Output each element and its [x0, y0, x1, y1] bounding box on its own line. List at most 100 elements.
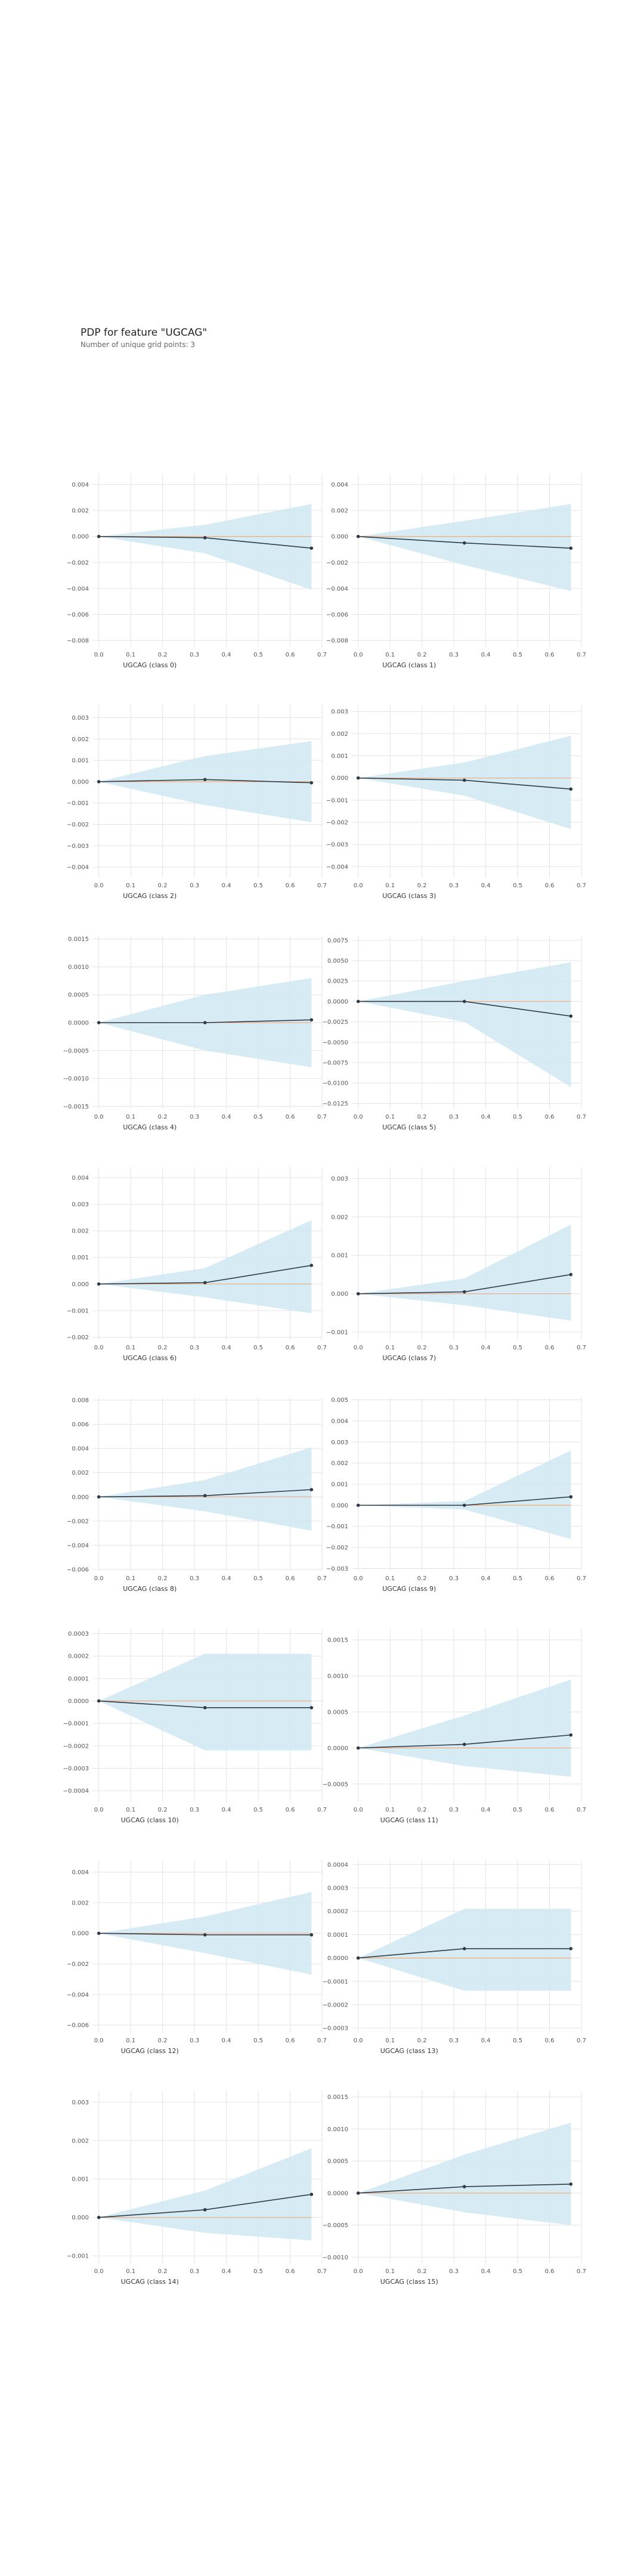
x-tick-label: 0.4 [222, 883, 231, 889]
x-tick-label: 0.5 [253, 2268, 263, 2275]
x-tick-label: 0.5 [513, 2038, 522, 2044]
x-tick-label: 0.1 [385, 1575, 395, 1582]
x-tick-label: 0.0 [94, 1345, 104, 1351]
x-tick-label: 0.3 [190, 1807, 199, 1813]
x-tick-label: 0.4 [481, 2268, 491, 2275]
x-tick-label: 0.6 [286, 2038, 295, 2044]
pdp-point [462, 1742, 466, 1747]
pdp-point [309, 1933, 314, 1937]
x-tick-label: 0.3 [190, 2268, 199, 2275]
y-tick-label: −0.004 [67, 1992, 89, 1998]
pdp-point [203, 1933, 207, 1937]
y-tick-label: 0.002 [72, 2138, 89, 2144]
x-tick-label: 0.5 [253, 1575, 263, 1582]
x-tick-label: 0.7 [577, 2038, 586, 2044]
x-tick-label: 0.5 [513, 1345, 522, 1351]
x-axis-label: UGCAG (class 12) [121, 2047, 179, 2055]
y-tick-label: 0.0001 [68, 1676, 89, 1682]
y-tick-label: 0.002 [72, 1228, 89, 1235]
y-tick-label: 0.0005 [327, 1709, 348, 1716]
x-tick-label: 0.6 [545, 2268, 555, 2275]
x-tick-label: 0.0 [354, 2268, 363, 2275]
x-tick-label: 0.3 [449, 1114, 459, 1120]
y-tick-label: −0.008 [67, 638, 89, 645]
pdp-point [203, 1281, 207, 1284]
y-tick-label: 0.002 [331, 508, 348, 515]
x-tick-label: 0.2 [417, 1575, 427, 1582]
x-tick-label: 0.1 [385, 1807, 395, 1813]
y-tick-label: 0.002 [331, 1214, 348, 1221]
y-tick-label: −0.0003 [323, 2026, 348, 2032]
pdp-point [97, 780, 101, 784]
y-tick-label: 0.002 [331, 731, 348, 738]
x-tick-label: 0.3 [190, 1575, 199, 1582]
pdp-point [462, 999, 466, 1004]
x-tick-label: 0.4 [481, 2038, 491, 2044]
pdp-point [97, 1282, 101, 1286]
y-tick-label: −0.0005 [323, 1781, 348, 1788]
x-tick-label: 0.6 [545, 1114, 555, 1120]
x-tick-label: 0.6 [545, 883, 555, 889]
x-tick-label: 0.1 [126, 2268, 135, 2275]
y-tick-label: 0.006 [72, 1422, 89, 1428]
y-tick-label: −0.0100 [323, 1080, 348, 1087]
y-tick-label: −0.0075 [323, 1060, 348, 1067]
pdp-point [203, 536, 207, 540]
x-tick-label: 0.7 [577, 1807, 586, 1813]
panel-class-8: 0.0 0.1 0.2 0.3 0.4 0.5 0.6 0.7 −0.006 −0.004 −0.0… [67, 1398, 327, 1593]
pdp-point [309, 1488, 314, 1491]
y-tick-label: 0.0025 [327, 979, 348, 985]
x-tick-label: 0.0 [354, 1807, 363, 1813]
x-tick-label: 0.6 [286, 2268, 295, 2275]
confidence-band [98, 1447, 312, 1531]
x-tick-label: 0.2 [417, 1114, 427, 1120]
x-tick-label: 0.0 [354, 1575, 363, 1582]
pdp-point [203, 2207, 207, 2212]
pdp-point [569, 1495, 573, 1499]
y-tick-label: −0.004 [67, 1543, 89, 1549]
x-tick-label: 0.0 [94, 652, 104, 658]
confidence-band [98, 504, 312, 590]
x-tick-label: 0.5 [253, 883, 263, 889]
y-tick-label: −0.001 [67, 2253, 89, 2260]
pdp-point [97, 1931, 101, 1935]
y-tick-label: −0.0010 [323, 2255, 348, 2261]
confidence-band [98, 1220, 312, 1314]
page-title: PDP for feature "UGCAG" [80, 327, 208, 339]
x-axis-label: UGCAG (class 4) [123, 1123, 177, 1131]
x-axis-label: UGCAG (class 11) [380, 1816, 438, 1824]
confidence-band [358, 1679, 571, 1777]
page-subtitle: Number of unique grid points: 3 [80, 340, 196, 349]
y-tick-label: 0.0015 [327, 1637, 348, 1644]
panel-class-10: 0.0 0.1 0.2 0.3 0.4 0.5 0.6 0.7 −0.0004 −0.0003 −0… [63, 1629, 327, 1824]
x-tick-label: 0.7 [317, 2268, 327, 2275]
x-tick-label: 0.6 [286, 1807, 295, 1813]
x-tick-label: 0.0 [94, 883, 104, 889]
y-tick-label: −0.001 [67, 1308, 89, 1314]
y-tick-label: 0.001 [72, 758, 89, 764]
x-tick-label: 0.2 [158, 652, 168, 658]
x-tick-label: 0.1 [126, 883, 135, 889]
x-tick-label: 0.6 [286, 652, 295, 658]
panel-class-2: 0.0 0.1 0.2 0.3 0.4 0.5 0.6 0.7 −0.004 −0.003 −0.0… [67, 705, 327, 900]
y-tick-label: −0.002 [67, 822, 89, 828]
panel-class-7: 0.0 0.1 0.2 0.3 0.4 0.5 0.6 0.7 −0.001 0.000 0.001… [326, 1167, 586, 1362]
y-tick-label: −0.006 [67, 612, 89, 618]
y-tick-label: 0.0015 [68, 936, 89, 943]
x-tick-label: 0.1 [126, 1807, 135, 1813]
x-tick-label: 0.0 [354, 883, 363, 889]
x-tick-label: 0.5 [513, 2268, 522, 2275]
x-tick-label: 0.3 [449, 652, 459, 658]
x-tick-label: 0.6 [545, 1807, 555, 1813]
panel-class-0: 0.0 0.1 0.2 0.3 0.4 0.5 0.6 0.7 −0.008 −0.006 −0.0… [67, 474, 327, 669]
y-tick-label: −0.002 [67, 1335, 89, 1341]
y-tick-label: 0.004 [72, 1175, 89, 1181]
y-tick-label: 0.000 [72, 779, 89, 785]
x-tick-label: 0.4 [481, 652, 491, 658]
pdp-point [97, 1495, 101, 1499]
y-tick-label: 0.004 [72, 1446, 89, 1453]
y-tick-label: 0.0005 [68, 992, 89, 999]
pdp-point [462, 1947, 466, 1950]
x-tick-label: 0.2 [158, 2038, 168, 2044]
